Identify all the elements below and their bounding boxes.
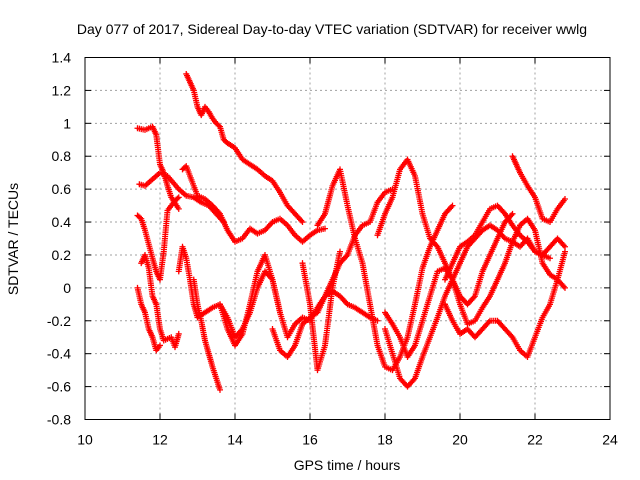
y-tick-label: 1.4 [52,50,72,66]
data-point [547,255,553,262]
series-track-7 [179,163,328,245]
series-track-6 [183,70,306,226]
y-tick-label: 0.4 [52,214,72,230]
y-tick-label: 0.8 [52,148,72,164]
series-track-3 [134,194,182,283]
data-point [175,330,182,337]
series-track-5 [134,284,163,354]
data-point [175,205,182,212]
y-axis-label: SDTVAR / TECUs [5,183,21,295]
data-point [299,219,306,226]
y-tick-label: -0.8 [47,412,71,428]
y-tick-label: -0.2 [47,313,71,329]
data-point [562,284,568,291]
y-tick-label: 1 [63,115,71,131]
x-tick-label: 18 [377,432,393,448]
y-tick-label: -0.4 [47,346,71,362]
series-track-19 [509,153,568,226]
data-point [322,225,328,232]
x-tick-label: 22 [527,432,543,448]
x-axis-label: GPS time / hours [294,457,401,473]
y-tick-label: 0.6 [52,181,72,197]
series-track-17 [442,248,568,360]
data-point [137,214,143,221]
x-tick-label: 10 [77,432,93,448]
data-point [509,210,516,217]
series-track-9 [190,276,223,393]
x-tick-label: 12 [152,432,168,448]
x-tick-label: 14 [227,432,243,448]
x-tick-label: 24 [602,432,618,448]
data-point [157,342,163,349]
y-tick-label: 0.2 [52,247,72,263]
data-point [175,194,182,201]
chart-title: Day 077 of 2017, Sidereal Day-to-day VTE… [77,21,587,37]
y-tick-label: 0 [63,280,71,296]
data-point [337,248,343,255]
data-series [134,70,568,393]
y-tick-label: -0.6 [47,379,71,395]
series-track-16 [382,215,568,360]
data-point [562,243,568,250]
x-tick-label: 20 [452,432,468,448]
data-point [449,202,456,209]
series-track-12 [299,248,343,374]
series-track-1 [134,123,182,212]
data-point [174,195,181,202]
x-tick-label: 16 [302,432,318,448]
axis-ticks: 10 12 14 16 18 20 22 24 -0.8 -0.6 -0.4 -0.2 0 0.2 0.4 0… [47,50,618,448]
series-track-18 [442,202,568,283]
series-track-4 [138,251,182,351]
data-point [217,386,223,393]
data-point [562,196,568,203]
plot-frame [84,57,611,420]
y-tick-label: 1.2 [52,82,72,98]
